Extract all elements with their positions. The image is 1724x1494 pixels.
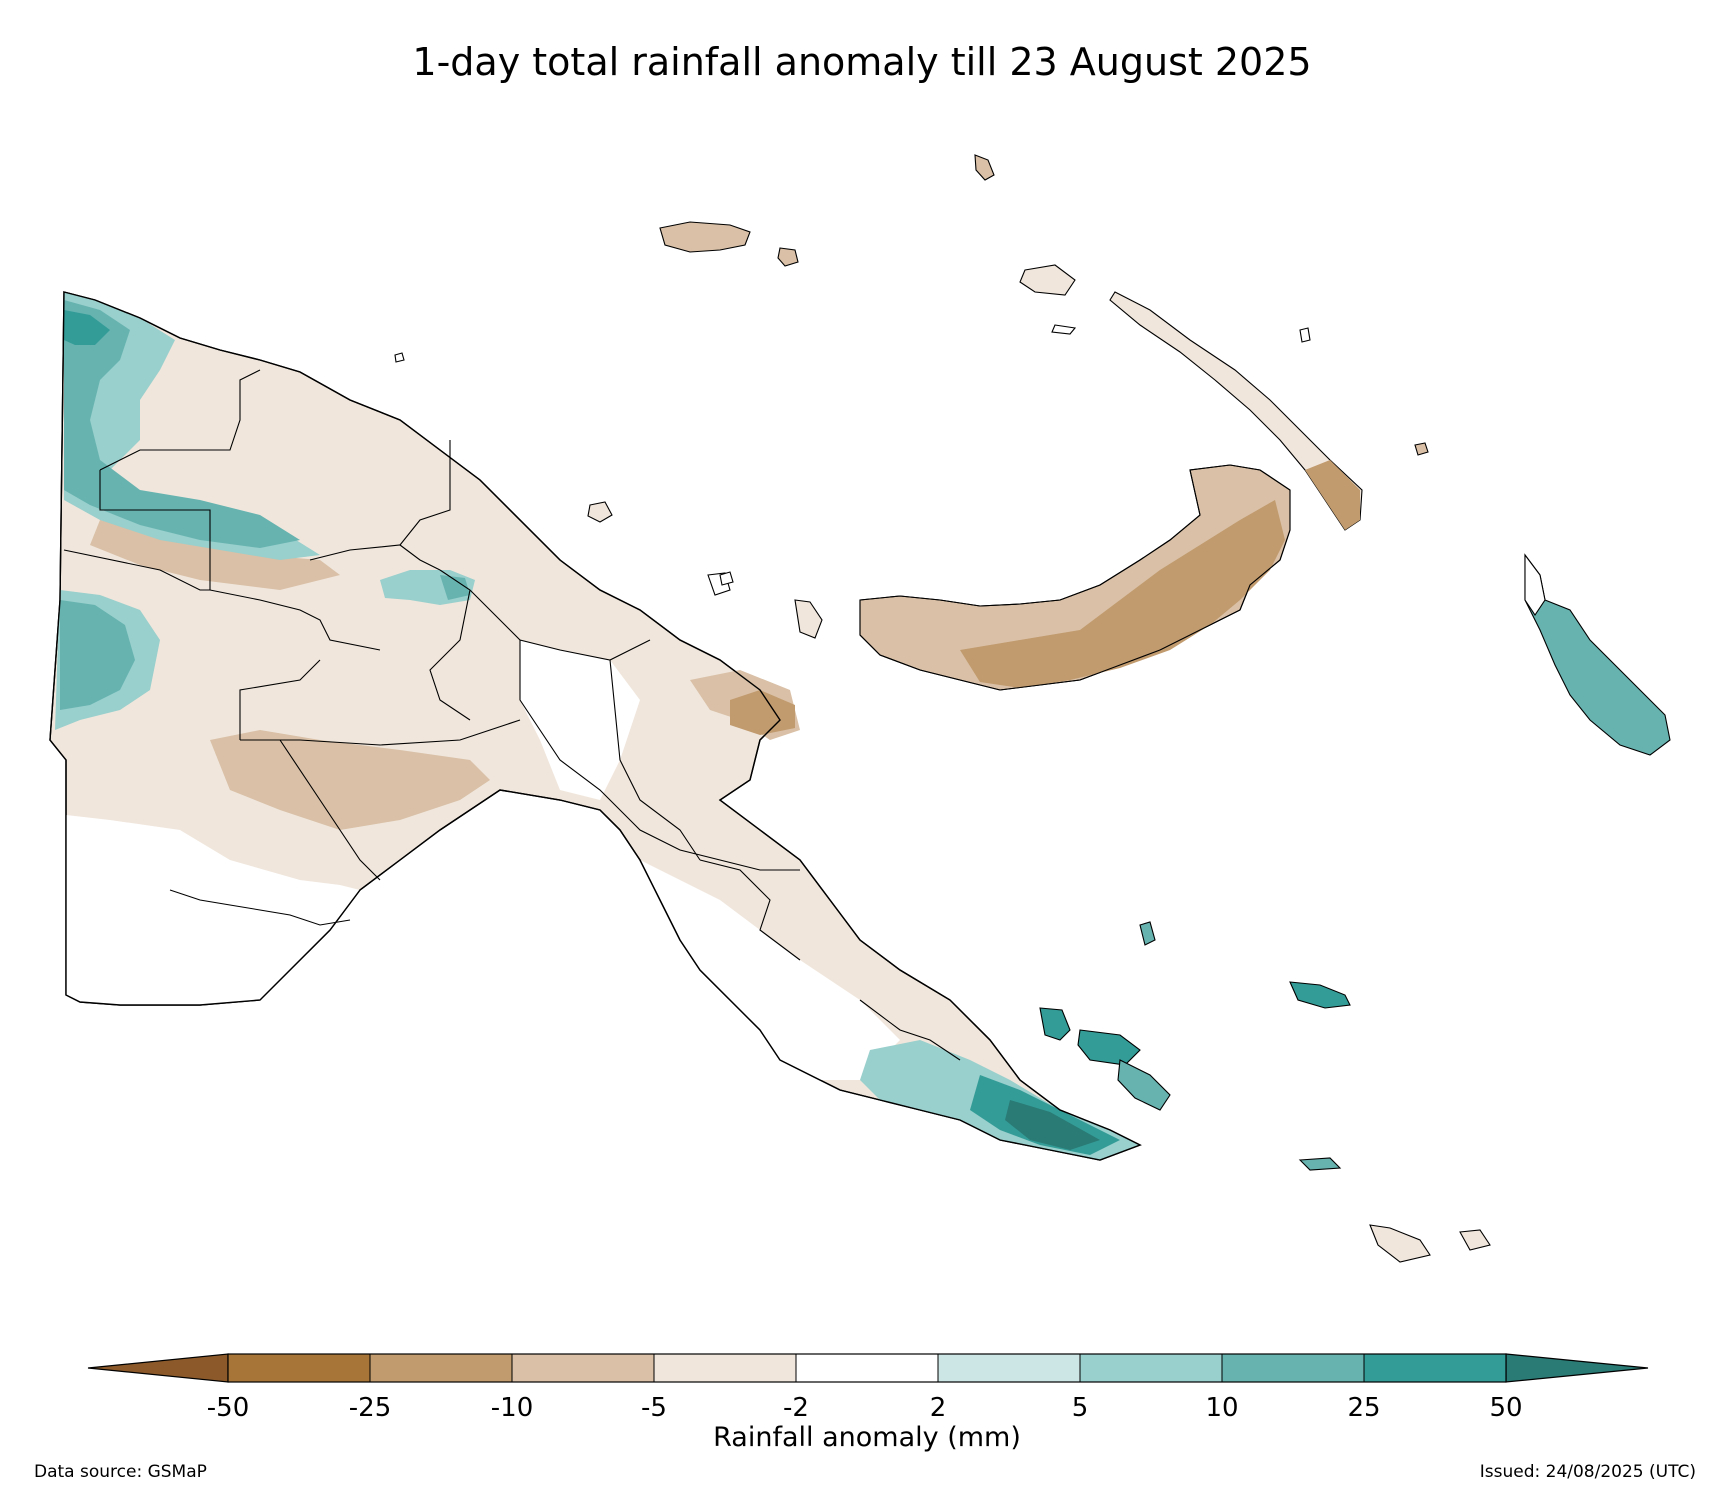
- island-manus: [659, 221, 751, 253]
- mainland-dry-east-core: [730, 690, 795, 735]
- mainland-neutral-central: [520, 640, 640, 800]
- colorbar-bin: [653, 1353, 797, 1383]
- mainland-wet-southeast-peak: [1005, 1100, 1100, 1150]
- island-new-britain-dry: [960, 500, 1285, 688]
- colorbar-bin: [937, 1353, 1081, 1383]
- islet-3: [1051, 324, 1077, 335]
- colorbar-tick-label: -5: [641, 1393, 667, 1423]
- issued-date: Issued: 24/08/2025 (UTC): [1479, 1462, 1696, 1482]
- colorbar-label: Rainfall anomaly (mm): [713, 1422, 1021, 1453]
- island-manus-east: [777, 247, 799, 267]
- province-boundaries: [63, 369, 961, 1061]
- mainland-wet-highlands-core: [440, 575, 470, 600]
- colorbar-tick-label: 5: [1072, 1393, 1089, 1423]
- island-bougainville: [1524, 553, 1671, 756]
- island-trobriand: [1289, 981, 1351, 1009]
- colorbar-tick-label: 25: [1347, 1393, 1380, 1423]
- map-title: 1-day total rainfall anomaly till 23 Aug…: [412, 40, 1312, 84]
- colorbar-ticks: -50 -25 -10 -5 -2 2 5 10 25 50: [207, 1393, 1523, 1423]
- colorbar-tick-label: -2: [783, 1393, 809, 1423]
- colorbar-tick-label: -10: [491, 1393, 533, 1423]
- mainland-neutral-southeast: [640, 860, 900, 1080]
- mainland-neutral-south: [66, 815, 360, 1005]
- island-bougainville-north: [1524, 553, 1546, 616]
- mainland-wet-west-core: [60, 600, 135, 710]
- island-new-britain-outline: [859, 464, 1291, 691]
- island-karkar: [587, 501, 613, 523]
- colorbar-bin: [369, 1353, 513, 1383]
- island-new-hanover: [1019, 264, 1076, 296]
- mainland-wet-northwest-peak: [64, 310, 110, 345]
- island-misima: [1298, 1157, 1342, 1171]
- island-new-ireland-south: [1305, 460, 1360, 530]
- island-fergusson: [1077, 1029, 1141, 1066]
- colorbar-tick-label: -25: [349, 1393, 391, 1423]
- mainland-coastline: [49, 291, 1142, 1161]
- islet-2: [1299, 327, 1311, 343]
- island-mussau: [974, 154, 995, 181]
- colorbar-bins: [227, 1353, 1507, 1383]
- colorbar-frame: [227, 1353, 1507, 1383]
- colorbar-bin: [1079, 1353, 1223, 1383]
- colorbar-bin: [1363, 1353, 1507, 1383]
- mainland-wet-northwest: [64, 292, 320, 560]
- colorbar-bin: [1221, 1353, 1365, 1383]
- islet-1: [1414, 442, 1429, 456]
- island-normanby: [1117, 1059, 1171, 1111]
- colorbar-bin: [795, 1353, 939, 1383]
- colorbar-tick-label: -50: [207, 1393, 249, 1423]
- island-long: [794, 599, 823, 639]
- islet-4: [719, 571, 734, 586]
- data-source: Data source: GSMaP: [34, 1462, 207, 1482]
- mainland-dry-south: [210, 730, 490, 830]
- colorbar-bin: [511, 1353, 655, 1383]
- islet-5: [394, 352, 405, 363]
- colorbar-over-arrow: [1505, 1353, 1649, 1383]
- colorbar-tick-label: 2: [930, 1393, 947, 1423]
- colorbar-bin: [227, 1353, 371, 1383]
- island-sudest: [1459, 1229, 1491, 1251]
- islands: [394, 154, 1671, 1263]
- colorbar: -50 -25 -10 -5 -2 2 5 10 25 50 Rainfall anomaly (…: [87, 1353, 1649, 1453]
- island-rossel: [1369, 1224, 1431, 1263]
- fly-river-delta: [169, 889, 351, 926]
- colorbar-under-arrow: [87, 1353, 229, 1383]
- colorbar-tick-label: 10: [1205, 1393, 1238, 1423]
- colorbar-tick-label: 50: [1489, 1393, 1522, 1423]
- mainland-wet-northwest-core: [64, 300, 300, 548]
- island-woodlark: [1139, 921, 1156, 946]
- mainland-png: [49, 291, 1142, 1161]
- island-goodenough: [1039, 1007, 1071, 1041]
